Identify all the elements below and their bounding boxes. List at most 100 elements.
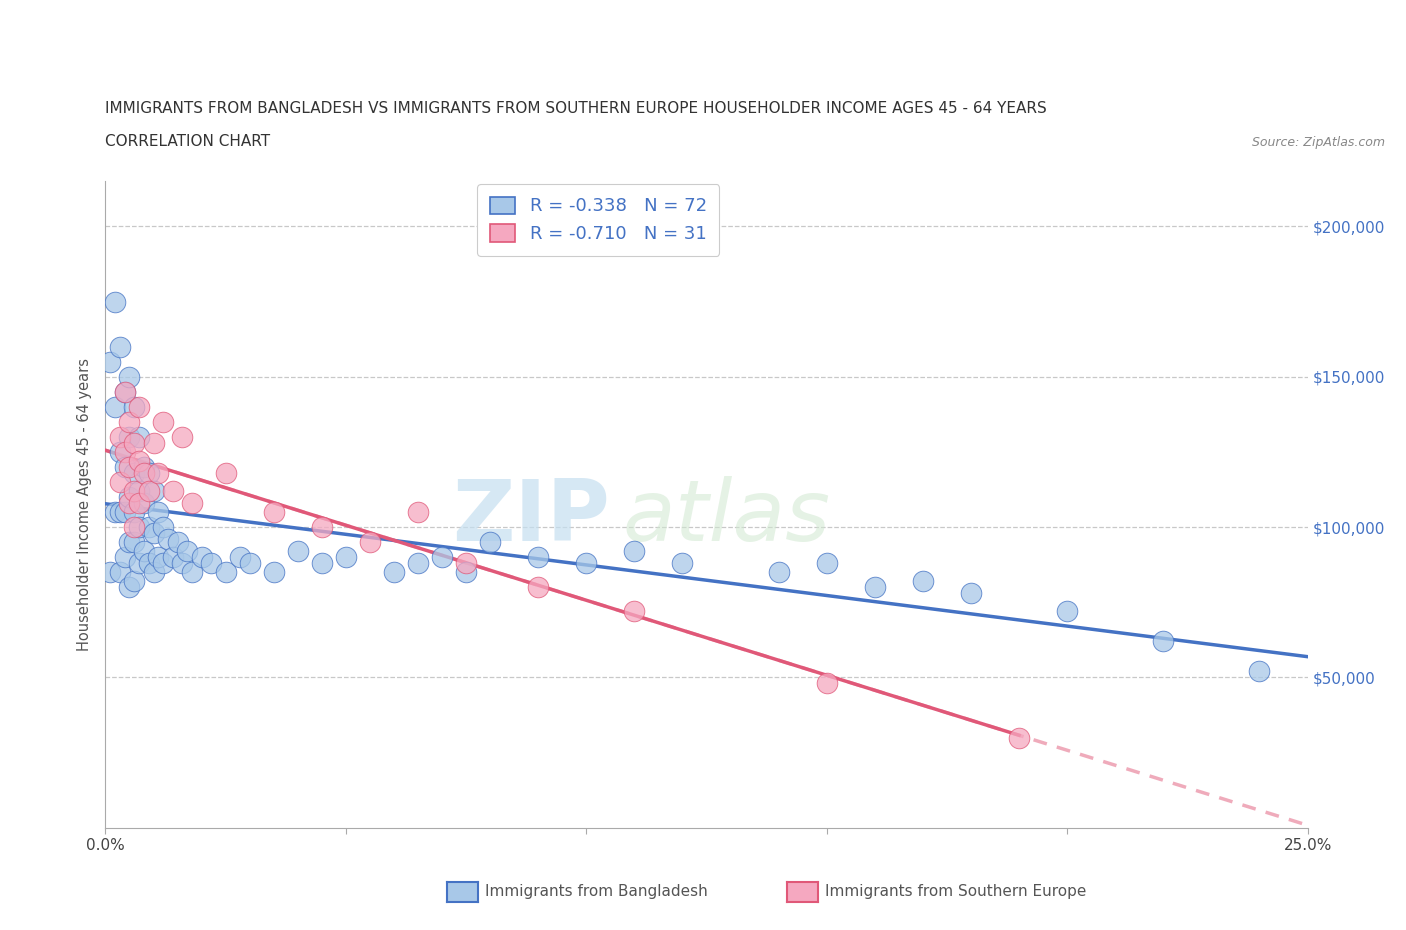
Point xyxy=(287,544,309,559)
Point xyxy=(911,574,934,589)
Point xyxy=(406,505,429,520)
Point xyxy=(172,430,194,445)
Point xyxy=(114,445,136,459)
Point xyxy=(118,430,141,445)
Point xyxy=(118,489,141,504)
Text: atlas: atlas xyxy=(623,476,831,559)
Point xyxy=(138,520,160,535)
Point xyxy=(108,339,131,354)
Text: Source: ZipAtlas.com: Source: ZipAtlas.com xyxy=(1251,136,1385,149)
Point xyxy=(263,505,285,520)
Point xyxy=(152,556,174,571)
Point xyxy=(527,550,550,565)
Point xyxy=(108,430,131,445)
Text: Immigrants from Bangladesh: Immigrants from Bangladesh xyxy=(485,884,707,899)
Point xyxy=(1056,604,1078,618)
Point xyxy=(527,579,550,594)
Y-axis label: Householder Income Ages 45 - 64 years: Householder Income Ages 45 - 64 years xyxy=(77,358,93,651)
Point xyxy=(142,565,165,579)
Point xyxy=(166,535,188,550)
Point xyxy=(124,484,146,498)
Text: ZIP: ZIP xyxy=(453,476,610,559)
Point xyxy=(128,556,150,571)
Point xyxy=(118,369,141,384)
Point xyxy=(114,505,136,520)
Point xyxy=(132,544,155,559)
Point xyxy=(575,556,598,571)
Point xyxy=(138,556,160,571)
Point xyxy=(311,556,333,571)
Point xyxy=(152,415,174,430)
Point xyxy=(181,496,204,511)
Point xyxy=(132,459,155,474)
Point xyxy=(128,496,150,511)
Point xyxy=(132,466,155,481)
Point xyxy=(162,550,184,565)
Point xyxy=(114,384,136,399)
Point xyxy=(239,556,262,571)
Point xyxy=(128,430,150,445)
Point xyxy=(1152,634,1174,649)
Point xyxy=(162,484,184,498)
Point xyxy=(263,565,285,579)
Text: Immigrants from Southern Europe: Immigrants from Southern Europe xyxy=(825,884,1087,899)
Point xyxy=(406,556,429,571)
Point xyxy=(148,550,170,565)
Point xyxy=(181,565,204,579)
Point xyxy=(104,399,127,414)
Point xyxy=(128,484,150,498)
Point xyxy=(104,505,127,520)
Point xyxy=(815,556,838,571)
Point xyxy=(815,676,838,691)
Point xyxy=(118,579,141,594)
Text: IMMIGRANTS FROM BANGLADESH VS IMMIGRANTS FROM SOUTHERN EUROPE HOUSEHOLDER INCOME: IMMIGRANTS FROM BANGLADESH VS IMMIGRANTS… xyxy=(105,101,1047,116)
Point xyxy=(132,496,155,511)
Point xyxy=(671,556,693,571)
Point xyxy=(359,535,381,550)
Point xyxy=(214,466,236,481)
Point xyxy=(108,474,131,489)
Point xyxy=(382,565,405,579)
Point xyxy=(98,565,121,579)
Point xyxy=(128,520,150,535)
Point xyxy=(124,574,146,589)
Point xyxy=(114,550,136,565)
Point xyxy=(124,535,146,550)
Point xyxy=(114,459,136,474)
Point xyxy=(863,579,886,594)
Point xyxy=(138,484,160,498)
Point xyxy=(124,466,146,481)
Point xyxy=(214,565,236,579)
Point xyxy=(176,544,198,559)
Point xyxy=(98,354,121,369)
Point xyxy=(138,466,160,481)
Point xyxy=(152,520,174,535)
Point xyxy=(768,565,790,579)
Point xyxy=(190,550,212,565)
Point xyxy=(124,435,146,450)
Point xyxy=(1008,730,1031,745)
Point xyxy=(156,532,179,547)
Point xyxy=(454,556,477,571)
Point xyxy=(108,445,131,459)
Point xyxy=(118,415,141,430)
Point xyxy=(108,505,131,520)
Point xyxy=(142,435,165,450)
Point xyxy=(479,535,502,550)
Legend: R = -0.338   N = 72, R = -0.710   N = 31: R = -0.338 N = 72, R = -0.710 N = 31 xyxy=(477,184,720,256)
Point xyxy=(454,565,477,579)
Point xyxy=(200,556,222,571)
Point xyxy=(172,556,194,571)
Point xyxy=(124,505,146,520)
Point xyxy=(114,384,136,399)
Point xyxy=(118,459,141,474)
Point xyxy=(148,466,170,481)
Text: CORRELATION CHART: CORRELATION CHART xyxy=(105,134,270,149)
Point xyxy=(108,565,131,579)
Point xyxy=(960,586,983,601)
Point xyxy=(1249,664,1271,679)
Point xyxy=(148,505,170,520)
Point xyxy=(124,399,146,414)
Point xyxy=(142,484,165,498)
Point xyxy=(128,454,150,469)
